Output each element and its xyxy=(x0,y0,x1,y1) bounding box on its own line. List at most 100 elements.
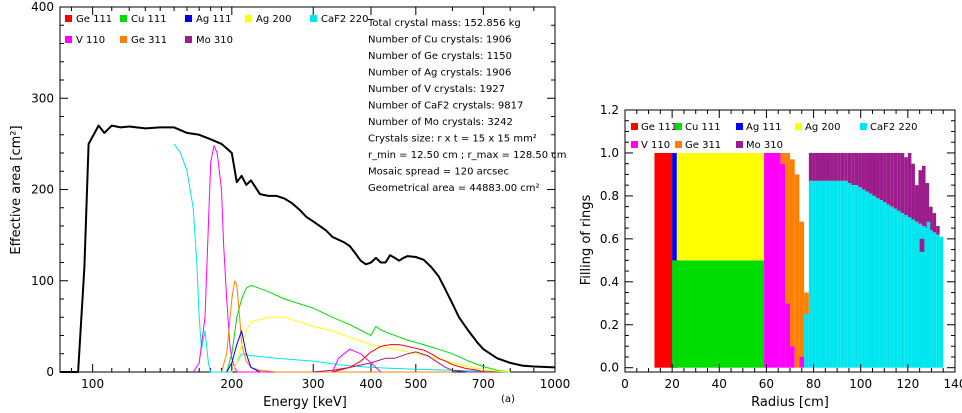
data-series xyxy=(60,124,556,373)
legend-swatch xyxy=(65,15,72,22)
info-line: Number of CaF2 crystals: 9817 xyxy=(368,101,523,112)
info-line: Crystals size: r x t = 15 x 15 mm² xyxy=(368,134,537,145)
bar-segment-mo-310 xyxy=(929,206,933,231)
legend-swatch xyxy=(120,36,127,43)
info-line: Mosaic spread = 120 arcsec xyxy=(368,167,509,178)
x-axis-label: Radius [cm] xyxy=(751,395,829,410)
info-line: Number of V crystals: 1927 xyxy=(368,84,505,95)
legend-swatch xyxy=(185,36,192,43)
bar-segment-mo-310 xyxy=(808,152,813,181)
bar-segment-mo-310 xyxy=(932,213,937,233)
y-tick-label: 0.0 xyxy=(600,361,619,375)
bar-segment-ge-311 xyxy=(794,174,800,368)
legend-swatch xyxy=(860,123,867,130)
x-axis-label: Energy [keV] xyxy=(263,395,347,410)
legend: Ge 111 Cu 111 Ag 111 Ag 200 CaF2 220 V 110 Ge … xyxy=(631,122,918,151)
y-tick-label: 0.4 xyxy=(600,275,619,289)
bar-segment-mo-310 xyxy=(893,152,898,209)
legend-label: Ag 111 xyxy=(196,14,231,25)
x-tick-label: 300 xyxy=(302,377,325,391)
bar-segment-ge-111 xyxy=(654,152,673,368)
legend-label: CaF2 220 xyxy=(321,14,369,25)
bar-segment-mo-310 xyxy=(812,152,816,181)
bar-segment-ge-311 xyxy=(799,221,805,357)
legend-label: Ge 311 xyxy=(131,35,167,46)
bar-segment-caf2-220 xyxy=(812,180,816,368)
bar-segment-caf2-220 xyxy=(823,180,827,368)
bar-segment-v-110 xyxy=(790,346,795,368)
bar-segment-mo-310 xyxy=(883,152,887,203)
bar-segment-mo-310 xyxy=(815,152,820,181)
bar-segment-mo-310 xyxy=(904,157,908,216)
bar-segment-caf2-220 xyxy=(837,180,841,368)
x-tick-label: 120 xyxy=(896,377,919,391)
bar-segment-caf2-220 xyxy=(914,221,919,368)
series-line-mo-310 xyxy=(313,351,484,373)
legend-label: Mo 310 xyxy=(746,140,783,151)
bar-segment-mo-310 xyxy=(900,152,905,214)
bar-segment-mo-310 xyxy=(865,152,869,192)
bar-segment-caf2-220 xyxy=(861,189,866,368)
bar-segment-mo-310 xyxy=(861,152,866,190)
effective-area-chart: 100 200 300 400 500 700 1000 0 100 200 300 400 Ge 1… xyxy=(9,0,570,410)
x-tick-label: 40 xyxy=(712,377,727,391)
bar-segment-mo-310 xyxy=(936,225,940,235)
bar-segment-caf2-220 xyxy=(904,215,908,368)
bar-segment-caf2-220 xyxy=(876,198,880,368)
bar-segment-caf2-220 xyxy=(886,204,891,368)
legend-label: Mo 310 xyxy=(196,35,233,46)
bar-segment-mo-310 xyxy=(922,165,926,226)
ring-filling-chart: 0204060801001201400.00.20.40.60.81.01.2 … xyxy=(579,103,962,410)
bar-segment-caf2-220 xyxy=(932,232,937,368)
bar-segment-mo-310 xyxy=(914,185,919,222)
bar-segment-caf2-220 xyxy=(929,230,933,368)
legend-label: Ag 200 xyxy=(805,122,840,133)
y-tick-label: 100 xyxy=(31,274,54,288)
bar-segment-caf2-220 xyxy=(939,236,944,368)
legend-label: Cu 111 xyxy=(685,122,721,133)
info-line: Number of Mo crystals: 3242 xyxy=(368,117,513,128)
bar-segment-mo-310 xyxy=(858,152,862,188)
bar-segment-mo-310 xyxy=(854,152,859,186)
legend-label: Ag 111 xyxy=(746,122,781,133)
y-tick-label: 0.6 xyxy=(600,232,619,246)
bar-segment-v-110 xyxy=(780,163,786,368)
bar-segment-caf2-220 xyxy=(883,202,887,368)
bar-segment-mo-310 xyxy=(830,152,834,181)
bar-segment-ge-311 xyxy=(790,159,795,347)
y-tick-label: 0.2 xyxy=(600,318,619,332)
bar-segment-caf2-220 xyxy=(907,217,912,368)
legend-label: V 110 xyxy=(76,35,105,46)
series-line-ge-311 xyxy=(221,280,453,373)
x-tick-label: 700 xyxy=(472,377,495,391)
bar-segment-caf2-220 xyxy=(890,206,894,368)
legend-swatch xyxy=(65,36,72,43)
bar-segment-caf2-220 xyxy=(830,180,834,368)
bar-segment-mo-310 xyxy=(868,152,873,194)
bar-segment-mo-310 xyxy=(907,152,912,218)
legend-label: Ge 311 xyxy=(685,140,721,151)
series-line-ag-200 xyxy=(231,316,511,373)
bar-segment-ge-311 xyxy=(780,152,786,164)
bar-segment-caf2-220 xyxy=(893,208,898,368)
bar-segment-mo-310 xyxy=(872,152,877,196)
info-line: Number of Ge crystals: 1150 xyxy=(368,51,512,62)
legend-swatch xyxy=(120,15,127,22)
x-tick-label: 400 xyxy=(360,377,383,391)
legend-label: Ag 200 xyxy=(256,14,291,25)
bar-segment-cu-111 xyxy=(672,260,677,368)
bar-segment-caf2-220 xyxy=(865,191,869,368)
legend-swatch xyxy=(736,141,743,148)
bar-segment-mo-310 xyxy=(879,152,884,201)
bar-segment-caf2-220 xyxy=(804,314,809,368)
bar-segment-caf2-220 xyxy=(879,200,884,368)
y-tick-label: 400 xyxy=(31,0,54,14)
bar-segment-caf2-220 xyxy=(858,187,862,368)
legend-label: Ge 111 xyxy=(76,14,112,25)
bar-segment-caf2-220 xyxy=(911,219,915,368)
info-box: Total crystal mass: 152.856 kg Number of … xyxy=(367,18,567,194)
bar-segment-v-110 xyxy=(764,152,781,368)
figure-footnote: (a) xyxy=(501,394,515,405)
bar-segment-mo-310 xyxy=(833,152,838,181)
